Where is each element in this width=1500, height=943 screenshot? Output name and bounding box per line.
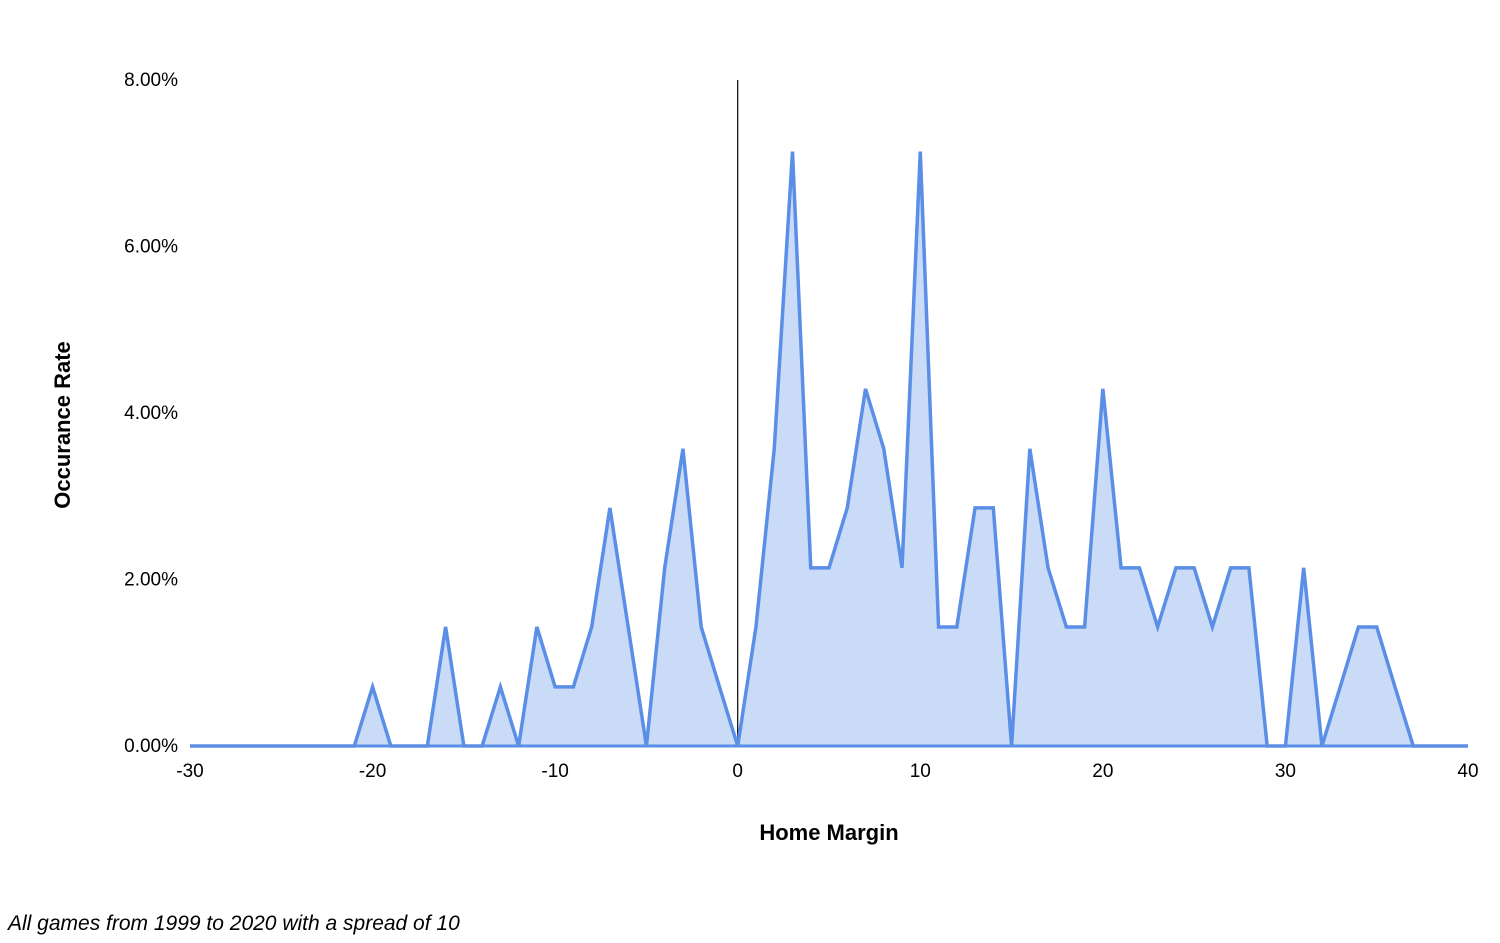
- x-tick-label: 0: [732, 761, 743, 782]
- x-tick-label: -30: [176, 761, 203, 782]
- x-tick-label: 10: [910, 761, 931, 782]
- y-tick-label: 4.00%: [124, 403, 178, 424]
- chart-caption: All games from 1999 to 2020 with a sprea…: [8, 912, 460, 935]
- y-tick-label: 6.00%: [124, 237, 178, 258]
- x-tick-label: -20: [359, 761, 386, 782]
- y-tick-label: 2.00%: [124, 570, 178, 591]
- y-tick-labels: 0.00% 2.00% 4.00% 6.00% 8.00%: [124, 70, 178, 757]
- x-tick-label: -10: [541, 761, 568, 782]
- x-tick-labels: -30 -20 -10 0 10 20 30 40: [176, 761, 1478, 782]
- x-tick-label: 20: [1092, 761, 1113, 782]
- y-tick-label: 0.00%: [124, 736, 178, 757]
- series-line: [190, 151, 1468, 748]
- x-axis-title: Home Margin: [759, 820, 898, 845]
- area-fill: [190, 151, 1468, 747]
- x-tick-label: 40: [1457, 761, 1478, 782]
- y-axis-title: Occurance Rate: [50, 341, 75, 509]
- y-tick-label: 8.00%: [124, 70, 178, 91]
- x-tick-label: 30: [1275, 761, 1296, 782]
